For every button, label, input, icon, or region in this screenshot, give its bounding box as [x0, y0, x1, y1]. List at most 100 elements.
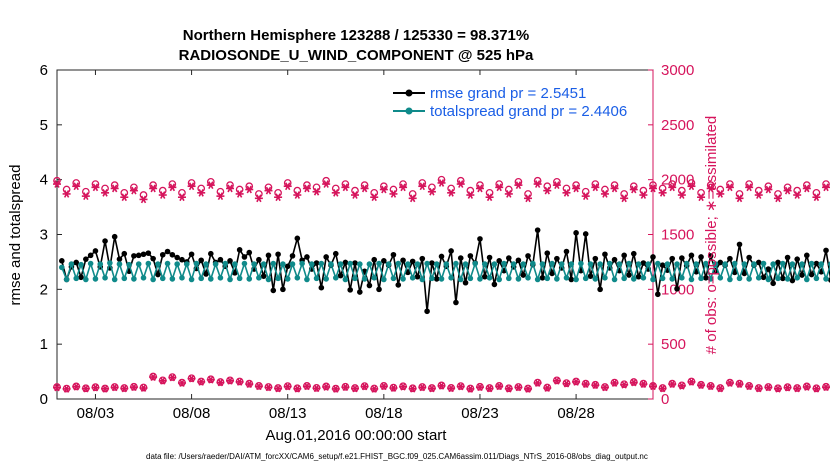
assimilated-marker	[177, 379, 186, 387]
legend-spread-label: totalspread grand pr = 2.4406	[430, 103, 627, 120]
data-point	[347, 287, 353, 293]
asterisk-center	[93, 385, 98, 390]
data-point	[655, 291, 661, 298]
data-point	[121, 275, 128, 282]
data-point	[496, 258, 502, 264]
data-point	[784, 276, 791, 282]
assimilated-marker	[754, 384, 763, 393]
assimilated-marker	[600, 383, 609, 392]
data-point	[779, 260, 786, 267]
data-point	[789, 277, 796, 284]
data-point	[645, 261, 651, 267]
asterisk-center	[103, 387, 107, 391]
data-point	[337, 261, 344, 267]
data-point	[409, 258, 416, 265]
data-point	[405, 261, 411, 267]
asterisk-center	[132, 385, 136, 389]
data-point	[414, 273, 421, 280]
asterisk-center	[545, 189, 549, 193]
asterisk-center	[314, 190, 319, 194]
asterisk-center	[353, 386, 357, 391]
data-point	[78, 274, 84, 281]
assimilated-marker	[312, 384, 321, 393]
data-point	[241, 254, 248, 260]
asterisk-center	[314, 386, 319, 390]
assimilated-marker	[773, 194, 782, 203]
data-point	[491, 281, 498, 288]
asterisk-center	[795, 386, 799, 391]
asterisk-center	[74, 184, 78, 188]
data-point	[400, 276, 406, 282]
asterisk-center	[305, 186, 309, 191]
data-point	[347, 260, 353, 267]
data-point	[775, 259, 781, 266]
data-point	[284, 263, 291, 270]
assimilated-marker	[822, 183, 830, 192]
assimilated-marker	[697, 381, 706, 390]
y-left-tick-label: 6	[40, 62, 48, 79]
assimilated-marker	[62, 385, 71, 393]
asterisk-center	[84, 386, 88, 391]
assimilated-marker	[322, 180, 331, 188]
data-point	[313, 275, 320, 282]
data-point	[751, 261, 757, 267]
x-tick-label: 08/08	[173, 405, 211, 422]
data-point	[203, 261, 209, 267]
assimilated-marker	[72, 182, 81, 191]
possible-marker	[754, 186, 763, 195]
assimilated-marker	[716, 190, 725, 198]
legend[interactable]: rmse grand pr = 2.5451 totalspread grand…	[387, 76, 651, 122]
assimilated-marker	[206, 375, 215, 384]
asterisk-center	[353, 193, 357, 197]
assimilated-marker	[379, 382, 388, 391]
series-1	[59, 260, 830, 283]
data-point	[784, 254, 791, 261]
data-point	[621, 252, 627, 259]
data-point	[481, 273, 488, 280]
data-point	[337, 272, 344, 279]
data-point	[424, 308, 430, 315]
data-point	[568, 276, 575, 283]
assimilated-marker	[293, 384, 302, 393]
data-point	[390, 275, 397, 282]
y-left-tick-label: 5	[40, 117, 48, 134]
asterisk-center	[439, 181, 444, 185]
assimilated-marker	[716, 384, 725, 393]
assimilated-marker	[101, 384, 110, 393]
assimilated-marker	[447, 188, 456, 197]
data-point	[804, 252, 810, 259]
data-point	[188, 251, 195, 258]
asterisk-center	[84, 194, 88, 198]
y-axis-right-label: # of obs: o=possible; ∗=assimilated	[703, 116, 720, 355]
data-point	[578, 260, 584, 267]
data-point	[563, 248, 570, 255]
y-right-tick-label: 500	[661, 336, 686, 353]
assimilated-marker	[629, 378, 638, 387]
assimilated-marker	[706, 184, 715, 193]
asterisk-center	[574, 186, 578, 191]
data-point	[198, 275, 204, 282]
asterisk-center	[266, 385, 271, 389]
assimilated-marker	[552, 376, 561, 385]
asterisk-center	[113, 186, 117, 191]
asterisk-center	[276, 195, 280, 199]
data-point	[659, 262, 666, 269]
asterisk-center	[747, 384, 751, 388]
data-point	[294, 275, 301, 281]
y-right-tick-label: 0	[661, 391, 669, 408]
assimilated-marker	[81, 192, 90, 200]
assimilated-marker	[456, 180, 465, 188]
asterisk-center	[459, 182, 463, 186]
asterisk-center	[478, 385, 482, 389]
asterisk-center	[209, 378, 213, 382]
data-point	[568, 261, 575, 267]
data-point	[232, 270, 238, 276]
assimilated-marker	[456, 382, 465, 391]
data-point	[558, 261, 565, 267]
assimilated-marker	[91, 383, 100, 392]
assimilated-marker	[81, 384, 90, 393]
data-point	[159, 251, 166, 258]
asterisk-center	[737, 382, 742, 386]
data-point	[597, 286, 603, 293]
legend-spread-marker	[405, 107, 413, 115]
